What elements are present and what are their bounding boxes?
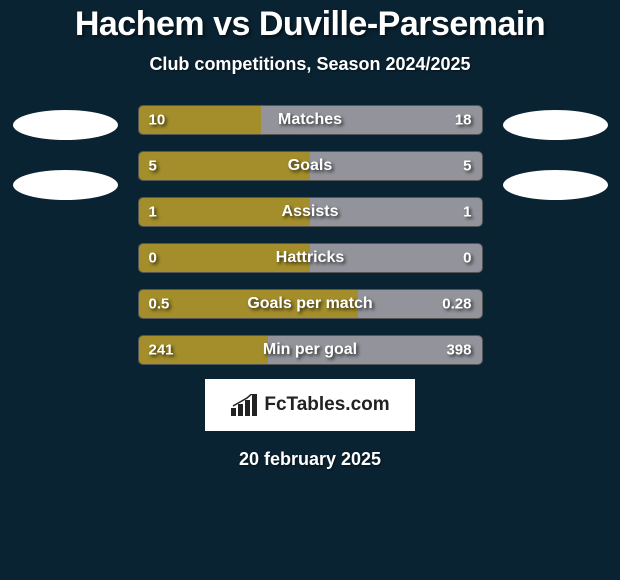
- left-logos: [13, 105, 118, 200]
- bar-label: Assists: [282, 203, 339, 221]
- stat-bar-2: Assists 1 1: [138, 197, 483, 227]
- brand-text: FcTables.com: [264, 394, 389, 416]
- right-logos: [503, 105, 608, 200]
- bar-value-right: 18: [455, 112, 472, 129]
- stats-container: Matches 10 18 Goals 5 5 Assists 1 1 Hattricks 0 0 Go…: [0, 105, 620, 365]
- brand-box[interactable]: FcTables.com: [205, 379, 415, 431]
- bar-label: Goals per match: [247, 295, 372, 313]
- team-logo-left-2: [13, 170, 118, 200]
- bar-value-left: 241: [149, 342, 174, 359]
- stat-bar-4: Goals per match 0.5 0.28: [138, 289, 483, 319]
- bar-right-fill: [310, 152, 482, 180]
- bar-value-left: 0.5: [149, 296, 170, 313]
- bar-value-left: 5: [149, 158, 157, 175]
- subtitle: Club competitions, Season 2024/2025: [149, 54, 470, 75]
- bar-label: Matches: [278, 111, 342, 129]
- bar-left-fill: [139, 152, 311, 180]
- bar-value-right: 1: [463, 204, 471, 221]
- bar-label: Hattricks: [276, 249, 344, 267]
- bar-value-left: 1: [149, 204, 157, 221]
- bar-value-right: 398: [446, 342, 471, 359]
- stat-bar-3: Hattricks 0 0: [138, 243, 483, 273]
- stat-bar-0: Matches 10 18: [138, 105, 483, 135]
- stat-bar-1: Goals 5 5: [138, 151, 483, 181]
- bar-value-right: 0.28: [442, 296, 471, 313]
- page-title: Hachem vs Duville-Parsemain: [75, 5, 545, 44]
- bar-value-right: 5: [463, 158, 471, 175]
- date-text: 20 february 2025: [239, 449, 381, 470]
- bars-column: Matches 10 18 Goals 5 5 Assists 1 1 Hattricks 0 0 Go…: [138, 105, 483, 365]
- stat-bar-5: Min per goal 241 398: [138, 335, 483, 365]
- bar-value-right: 0: [463, 250, 471, 267]
- team-logo-right-2: [503, 170, 608, 200]
- team-logo-left-1: [13, 110, 118, 140]
- chart-icon: [230, 394, 258, 416]
- bar-label: Min per goal: [263, 341, 357, 359]
- bar-value-left: 10: [149, 112, 166, 129]
- bar-value-left: 0: [149, 250, 157, 267]
- team-logo-right-1: [503, 110, 608, 140]
- bar-label: Goals: [288, 157, 332, 175]
